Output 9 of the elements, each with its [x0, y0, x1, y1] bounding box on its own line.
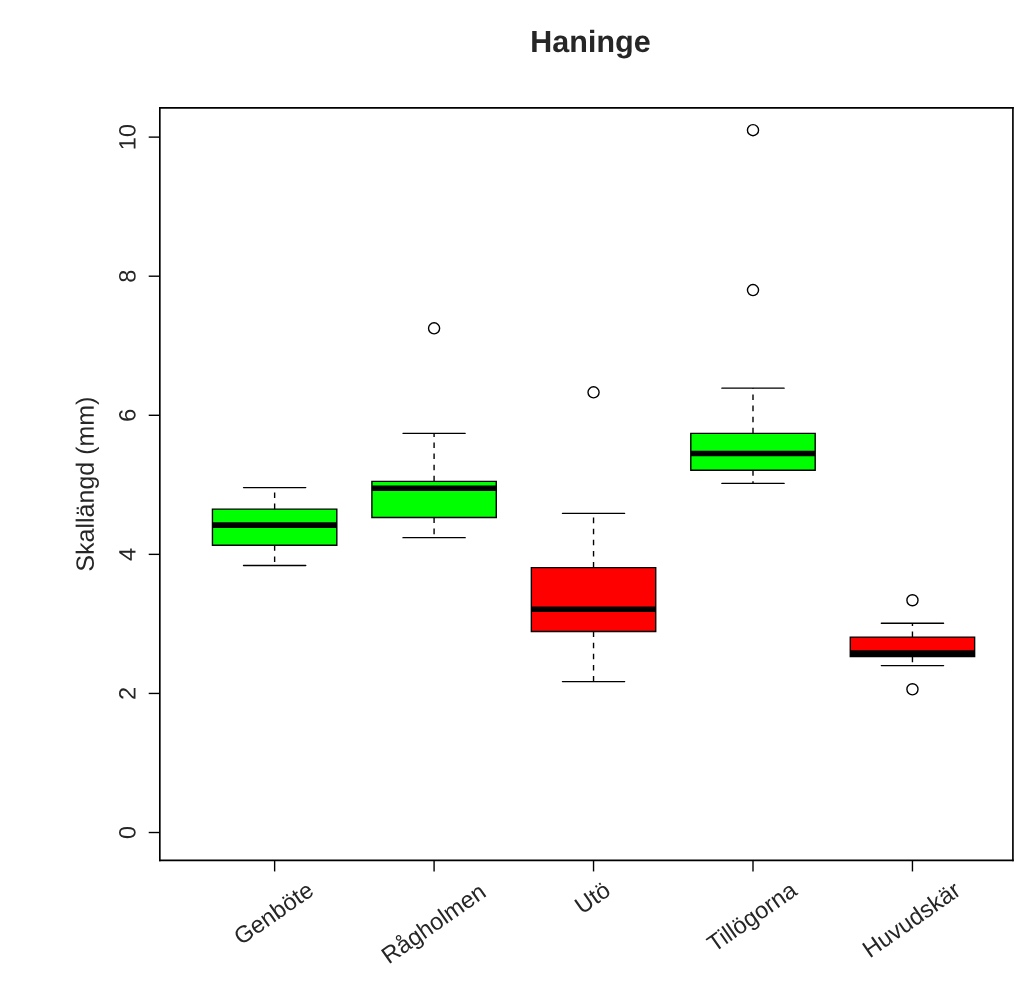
y-axis-title: Skallängd (mm)	[75, 398, 99, 571]
y-tick-label: 4	[119, 548, 136, 561]
y-tick-label: 2	[119, 688, 136, 699]
y-tick-label: 6	[119, 409, 136, 421]
chart-title: Haninge	[532, 29, 650, 59]
x-tick-label: Utö	[574, 881, 612, 915]
y-tick-label: 8	[119, 270, 136, 282]
y-tick-label: 0	[119, 826, 136, 839]
y-tick-label: 10	[119, 124, 136, 149]
